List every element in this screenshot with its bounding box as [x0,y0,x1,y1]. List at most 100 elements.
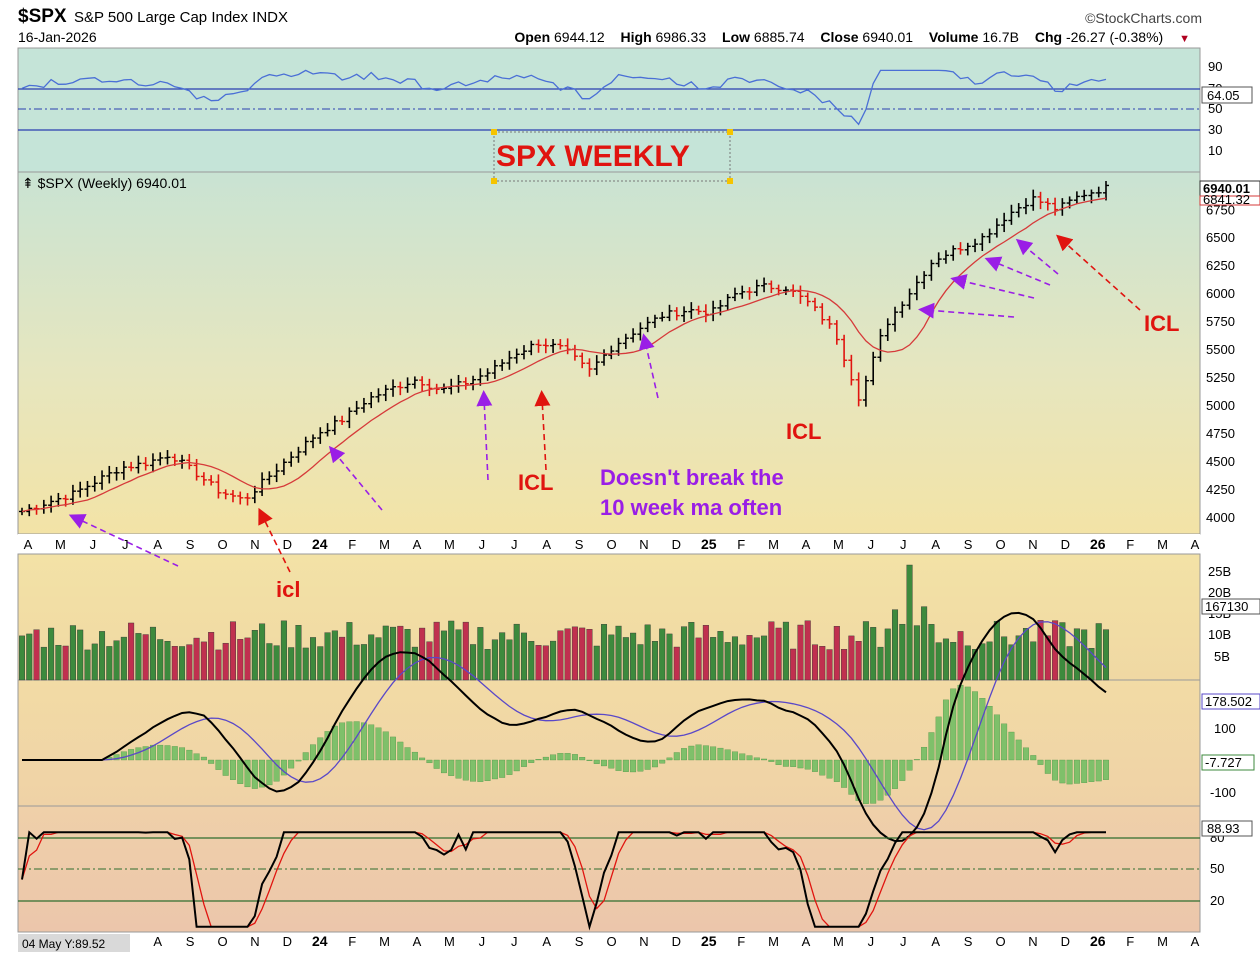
rsi-value-badge [1201,86,1253,104]
ohlc-bar [273,463,280,483]
macd-hist-bar [724,749,731,761]
ohlc-bar [440,383,447,394]
ohlc-bar [993,218,1000,238]
ohlc-bar [797,285,804,304]
brand-logo[interactable]: ©StockCharts.com [1085,10,1202,26]
macd-hist-bar [411,751,418,761]
arrow-icon [476,390,493,481]
volume-bar [833,626,840,681]
close-value: 6940.01 [862,29,914,45]
volume-bar [1044,635,1051,681]
volume-bar [259,623,266,681]
box-handle[interactable] [491,129,497,135]
macd-hist-bar [222,759,229,776]
price-panel[interactable] [17,171,1201,535]
ohlc-bar [280,458,287,476]
arrow-icon [918,302,1015,319]
volume-bar [317,646,324,681]
month-tick: F [1126,934,1134,949]
macd-hist-bar [659,759,666,764]
ohlc-bar [1008,204,1015,225]
volume-bar [513,623,520,681]
ohlc-bar [411,376,418,389]
macd-hist-bar [353,721,360,761]
box-handle[interactable] [727,178,733,184]
volume-bar [579,627,586,681]
index-name: S&P 500 Large Cap Index INDX [74,9,289,26]
macd-hist-bar [273,759,280,782]
box-handle[interactable] [491,178,497,184]
macd-hist-bar [906,759,913,771]
volume-bar [77,629,84,681]
volume-bar [1059,622,1066,681]
month-tick: 24 [312,933,328,949]
ohlc-bar [979,233,986,251]
volume-bar [324,632,331,681]
symbol: $SPX [18,6,67,27]
volume-bar [870,627,877,681]
month-tick: A [413,537,422,552]
chart-canvas[interactable]: 90 70 50 30 10 64.05 SPX WEEKLY ⇞ $SPX (… [0,46,1260,954]
ohlc-readout: Open 6944.12 High 6986.33 Low 6885.74 Cl… [514,29,1196,45]
price-tick: 5500 [1206,342,1235,357]
volume-bar [601,624,608,681]
price-tick: 6250 [1206,258,1235,273]
price-legend-text: $SPX (Weekly) 6940.01 [38,175,187,191]
stoch-tick-50: 50 [1210,861,1224,876]
month-tick: J [511,537,518,552]
volume-bar [171,646,178,681]
volume-bar [942,638,949,681]
month-tick: A [802,934,811,949]
volume-bar [48,627,55,681]
macd-hist-bar [942,699,949,761]
macd-hist-bar [637,759,644,772]
volume-bar [295,625,302,681]
volume-bar [957,631,964,681]
ohlc-bar [157,452,164,466]
ohlc-bar [1022,198,1029,215]
ohlc-bar [804,292,811,307]
ohlc-bar [186,453,193,470]
ohlc-bar [1073,191,1080,204]
ohlc-bar [339,415,346,425]
macd-hist-bar [833,759,840,782]
ohlc-bar [346,407,353,429]
month-tick: A [542,934,551,949]
weekly-title-box[interactable] [493,131,731,182]
low-label: Low [722,29,751,45]
month-tick: J [479,537,486,552]
volume-bar [346,622,353,681]
macd-hist-bar [921,746,928,761]
volume-bar [564,628,571,681]
rsi-panel[interactable] [17,47,1201,173]
high-label: High [620,29,652,45]
ohlc-bar [91,475,98,492]
month-tick: M [379,934,390,949]
ohlc-bar [120,460,127,480]
volume-value-badge [1201,598,1260,615]
ohlc-icon: ⇞ [22,175,38,191]
ohlc-bar [1037,191,1044,210]
volume-bar [782,621,789,681]
box-handle[interactable] [727,129,733,135]
month-tick: N [250,934,259,949]
volume-bar [928,624,935,681]
price-tick: 4000 [1206,510,1235,525]
macd-panel[interactable] [17,679,1201,807]
volume-bar [615,625,622,681]
macd-hist-bar [331,725,338,761]
month-tick: N [639,537,648,552]
macd-hist-bar [390,736,396,761]
ohlc-bar [179,454,186,469]
ohlc-bar [542,338,549,354]
volume-bar [695,637,702,681]
volume-bar [157,639,164,681]
volume-bar [339,636,346,681]
macd-hist-bar [266,759,273,786]
icl-label-current: ICL [1144,311,1179,336]
macd-hist-bar [310,744,316,761]
volume-bar [651,641,658,681]
macd-hist-bar [171,746,178,761]
volume-value: 167130 [1205,599,1248,614]
ohlc-bar [69,484,76,505]
